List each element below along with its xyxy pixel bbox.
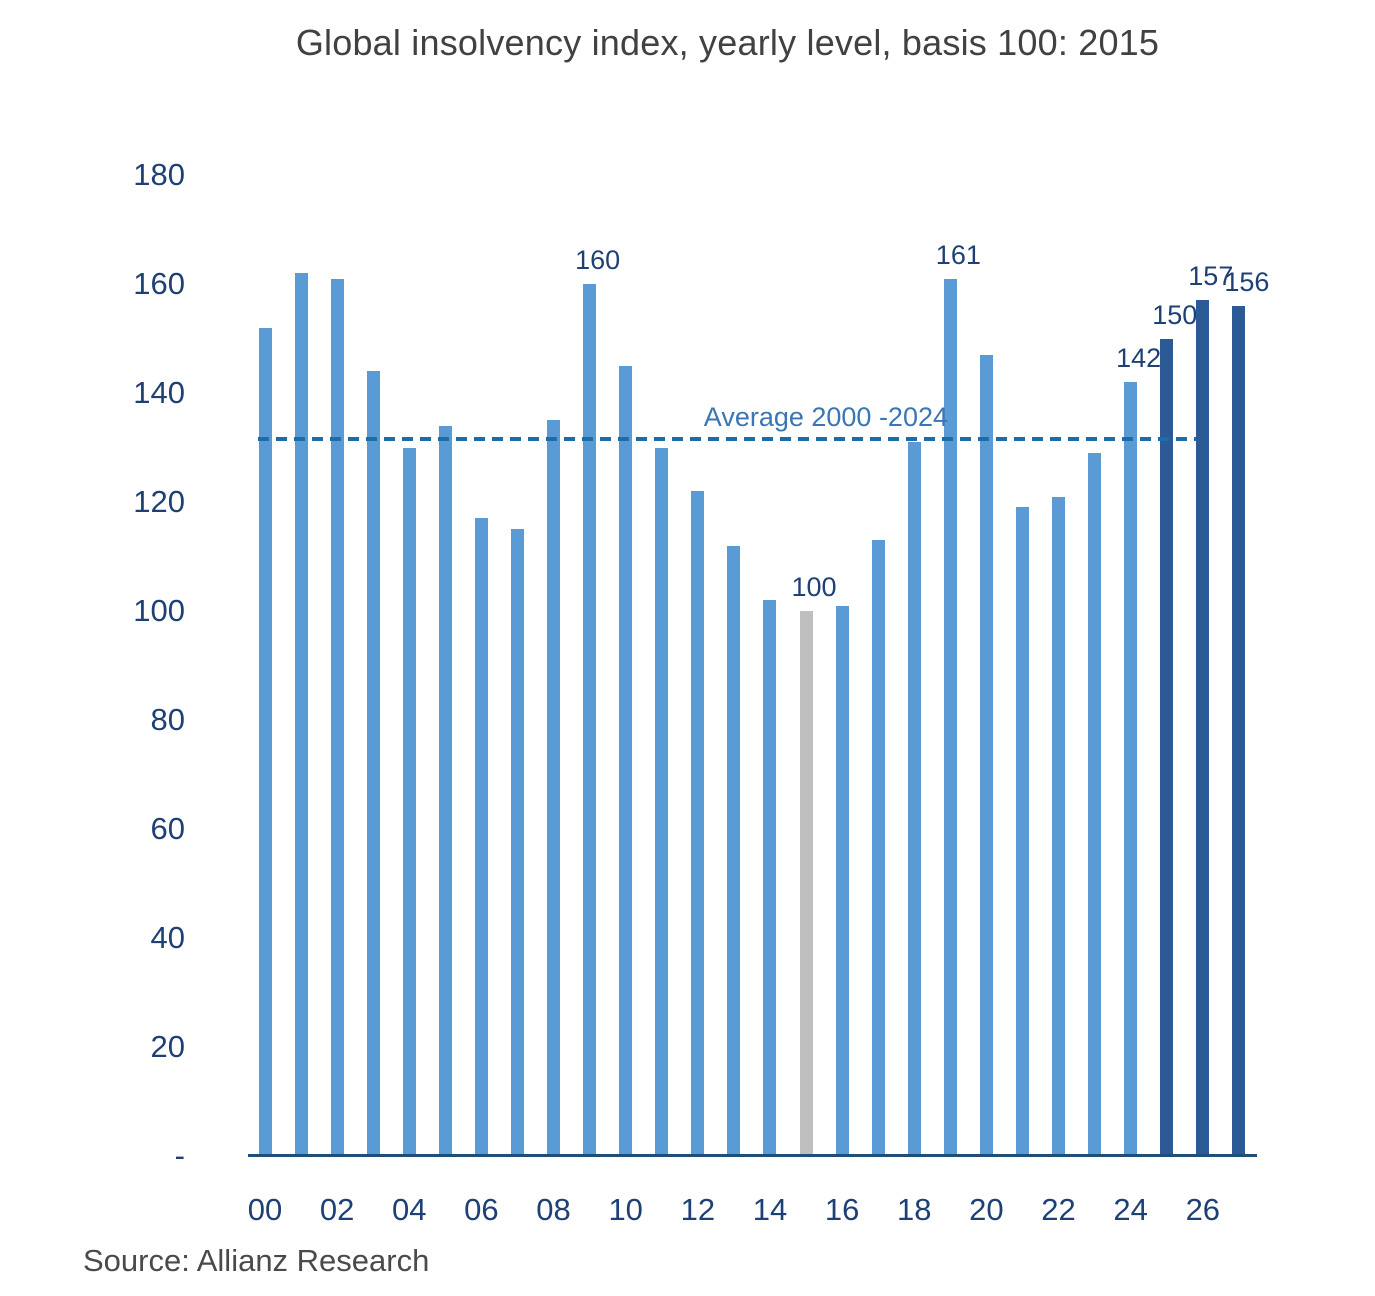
bar-2021 <box>1015 507 1029 1157</box>
chart-title: Global insolvency index, yearly level, b… <box>295 22 1160 63</box>
y-axis-tick-label: 20 <box>150 1029 185 1064</box>
source-note: Source: Allianz Research <box>83 1243 430 1278</box>
x-axis-tick-label: 20 <box>969 1192 1004 1227</box>
bar-2010 <box>619 365 633 1157</box>
bar-2014 <box>763 600 777 1157</box>
bar-2003 <box>366 371 380 1157</box>
bar-2019 <box>943 278 957 1157</box>
y-axis-tick-label: 80 <box>150 702 185 737</box>
bar-2024 <box>1124 382 1138 1157</box>
bar-value-label: 161 <box>935 239 981 270</box>
bar-2004 <box>402 447 416 1157</box>
x-axis-tick-label: 10 <box>608 1192 643 1227</box>
x-axis-tick-label: 08 <box>536 1192 571 1227</box>
y-axis-tick-label: 40 <box>150 920 185 955</box>
bar-2025 <box>1160 338 1174 1157</box>
bar-2023 <box>1088 452 1102 1157</box>
bar-value-label: 150 <box>1152 299 1198 330</box>
bar-value-label: 157 <box>1188 261 1234 292</box>
bar-2006 <box>474 518 488 1157</box>
x-axis-tick-label: 00 <box>247 1192 283 1227</box>
bar-2002 <box>330 278 344 1157</box>
average-line-label: Average 2000 -2024 <box>703 402 948 433</box>
bar-2027 <box>1232 305 1246 1157</box>
bar-2022 <box>1052 496 1066 1157</box>
x-axis-tick-label: 14 <box>752 1192 788 1227</box>
bar-value-label: 100 <box>791 572 837 602</box>
bar-2016 <box>835 605 849 1157</box>
bar-2013 <box>727 545 741 1157</box>
bar-2009 <box>583 284 597 1157</box>
bar-value-label: 160 <box>575 245 621 275</box>
bar-value-label: 156 <box>1224 266 1270 297</box>
x-axis-tick-label: 12 <box>680 1192 716 1227</box>
y-axis-tick-label: - <box>174 1138 185 1173</box>
x-axis-tick-label: 02 <box>319 1192 355 1227</box>
bar-2000 <box>258 327 272 1157</box>
x-axis-tick-label: 06 <box>464 1192 499 1227</box>
y-axis-tick-label: 180 <box>133 157 185 192</box>
x-axis-tick-label: 24 <box>1113 1192 1148 1227</box>
bar-2020 <box>979 354 993 1157</box>
bar-2008 <box>547 420 561 1157</box>
y-axis-tick-label: 140 <box>133 375 185 410</box>
x-axis-tick-label: 16 <box>824 1192 860 1227</box>
bar-2011 <box>655 447 669 1157</box>
bar-2007 <box>510 529 524 1157</box>
bar-2026 <box>1196 300 1210 1157</box>
y-axis-tick-label: 60 <box>150 811 185 846</box>
bar-value-label: 142 <box>1116 343 1162 374</box>
x-axis-tick-label: 22 <box>1041 1192 1076 1227</box>
bar-2012 <box>691 491 705 1157</box>
y-axis-tick-label: 120 <box>133 484 185 519</box>
bar-2018 <box>907 442 921 1157</box>
average-line <box>257 437 1197 442</box>
bar-2001 <box>294 273 308 1157</box>
x-axis-tick-label: 18 <box>897 1192 932 1227</box>
x-axis-tick-label: 26 <box>1185 1192 1221 1227</box>
bar-2015 <box>799 611 813 1157</box>
x-axis-line <box>248 1154 1257 1157</box>
x-axis-tick-label: 04 <box>392 1192 427 1227</box>
bar-2005 <box>438 425 452 1157</box>
bar-2017 <box>871 540 885 1157</box>
y-axis-tick-label: 160 <box>133 266 185 301</box>
y-axis-tick-label: 100 <box>133 593 185 628</box>
